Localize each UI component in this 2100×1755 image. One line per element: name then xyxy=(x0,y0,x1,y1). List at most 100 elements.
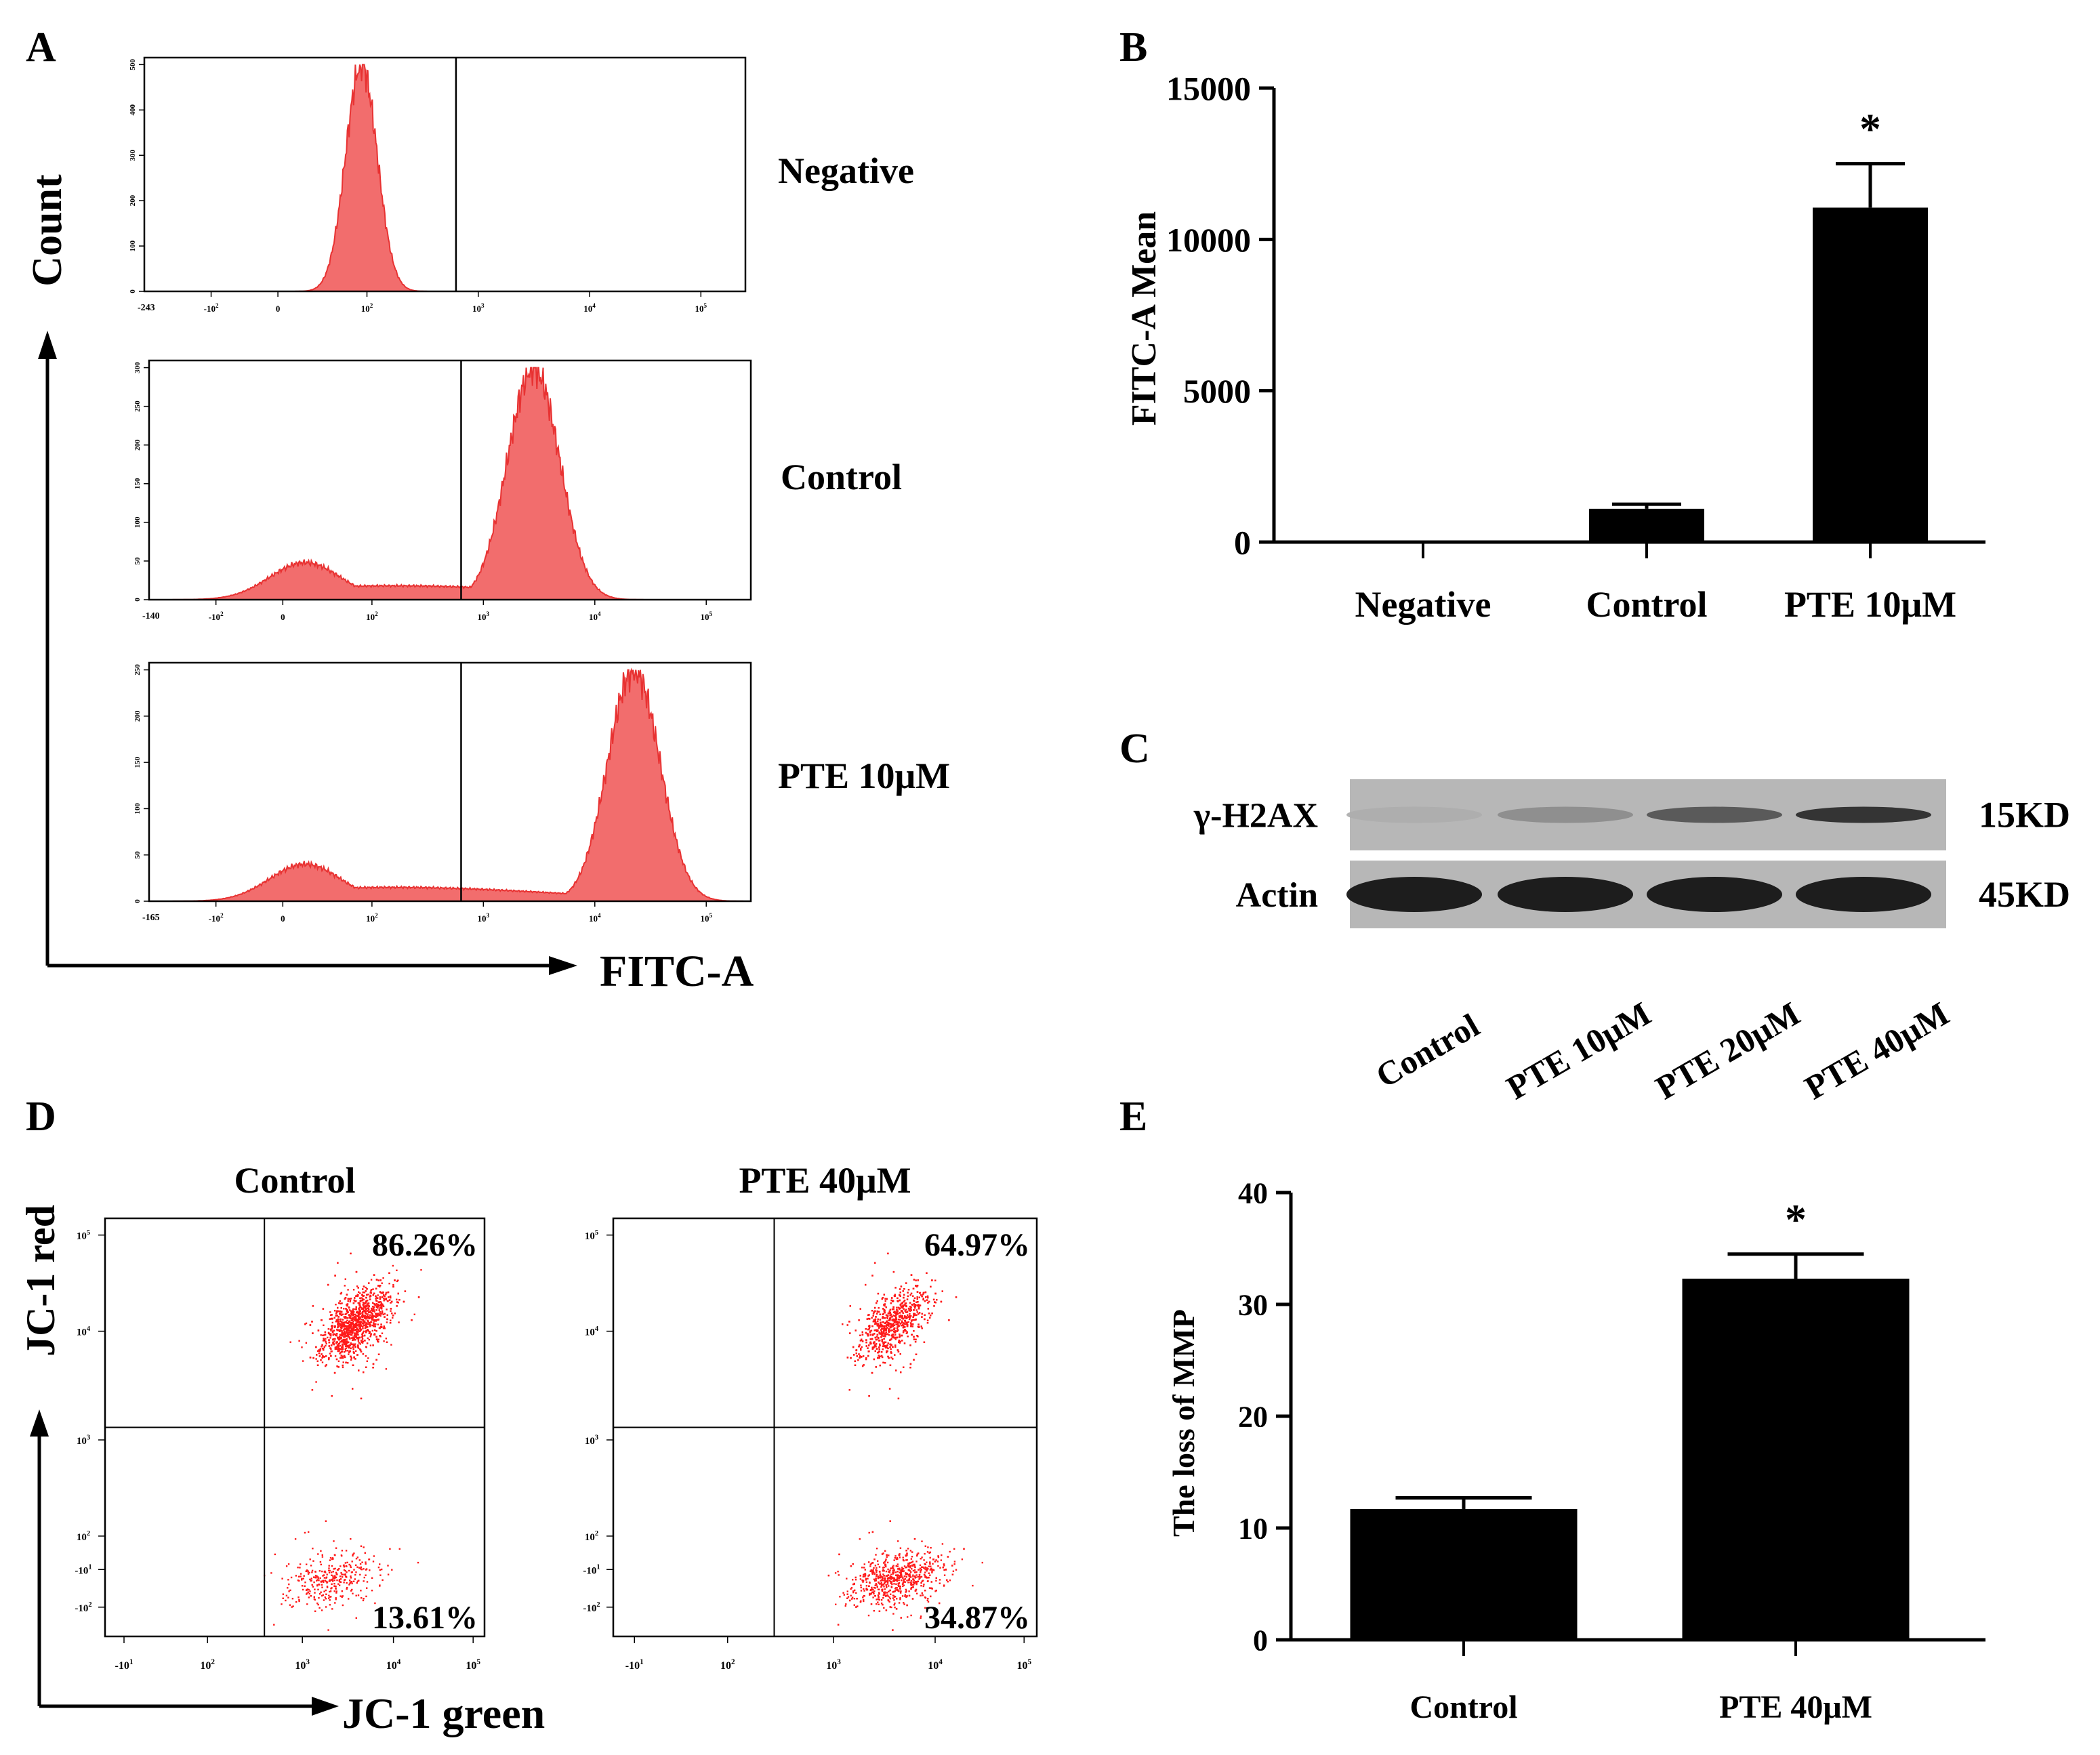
scatter-point xyxy=(346,1332,349,1335)
blot-band xyxy=(1498,806,1633,823)
scatter-point xyxy=(379,1307,381,1309)
scatter-point xyxy=(359,1326,361,1328)
scatter-point xyxy=(842,1323,844,1325)
scatter-point xyxy=(295,1575,297,1577)
scatter-point xyxy=(345,1317,347,1319)
scatter-point xyxy=(872,1342,875,1344)
scatter-point xyxy=(882,1342,884,1344)
scatter-point xyxy=(888,1357,890,1359)
scatter-point xyxy=(361,1332,364,1334)
scatter-point xyxy=(337,1320,339,1322)
histogram-frame-2 xyxy=(148,661,752,903)
scatter-point xyxy=(902,1290,904,1292)
scatter-point xyxy=(348,1353,350,1355)
scatter-point xyxy=(911,1551,913,1553)
scatter-point xyxy=(355,1271,358,1273)
scatter-point xyxy=(373,1315,375,1317)
jc1-green-arrowhead-icon xyxy=(312,1697,339,1716)
scatter-point xyxy=(356,1324,358,1326)
scatter-point xyxy=(873,1341,876,1343)
scatter-point xyxy=(881,1334,883,1336)
scatter-point xyxy=(356,1320,358,1323)
scatter-point xyxy=(856,1355,858,1357)
scatter-point xyxy=(362,1310,364,1313)
scatter-point xyxy=(918,1296,920,1298)
scatter-point xyxy=(890,1593,892,1595)
scatter-point xyxy=(359,1316,361,1318)
scatter-point xyxy=(320,1581,323,1583)
scatter-point xyxy=(369,1569,371,1571)
scatter-point xyxy=(371,1307,373,1310)
scatter-point xyxy=(367,1313,369,1315)
scatter-point xyxy=(926,1567,928,1569)
scatter-point xyxy=(861,1340,864,1342)
scatter-x-tick-label: 102 xyxy=(200,1658,215,1672)
scatter-point xyxy=(373,1315,375,1317)
scatter-point xyxy=(355,1320,357,1322)
scatter-point xyxy=(343,1566,346,1568)
scatter-point xyxy=(321,1361,324,1363)
scatter-point xyxy=(363,1305,365,1307)
scatter-point xyxy=(921,1313,923,1315)
scatter-point xyxy=(918,1312,921,1314)
scatter-point xyxy=(342,1604,344,1607)
scatter-point xyxy=(370,1289,372,1292)
scatter-point xyxy=(876,1567,878,1569)
scatter-point xyxy=(368,1304,370,1307)
scatter-point xyxy=(898,1325,900,1327)
scatter-point xyxy=(880,1336,882,1338)
scatter-point xyxy=(867,1317,870,1320)
scatter-point xyxy=(898,1340,900,1342)
scatter-point xyxy=(333,1371,336,1374)
scatter-point xyxy=(337,1329,340,1331)
scatter-point xyxy=(376,1297,379,1299)
scatter-point xyxy=(899,1304,901,1306)
histogram-x-tick-label: 105 xyxy=(695,302,707,314)
scatter-point xyxy=(890,1314,892,1317)
scatter-point xyxy=(334,1310,336,1312)
scatter-point xyxy=(331,1574,333,1576)
scatter-point xyxy=(379,1311,381,1313)
scatter-point xyxy=(876,1334,879,1336)
scatter-point xyxy=(328,1565,330,1567)
scatter-point xyxy=(871,1346,874,1348)
scatter-point xyxy=(891,1308,894,1310)
scatter-point xyxy=(865,1579,867,1581)
scatter-point xyxy=(371,1317,373,1319)
scatter-point xyxy=(372,1363,375,1365)
scatter-point xyxy=(893,1319,895,1321)
scatter-point xyxy=(869,1592,871,1595)
scatter-point xyxy=(358,1323,360,1325)
scatter-point xyxy=(350,1355,352,1358)
scatter-point xyxy=(298,1580,300,1582)
scatter-point xyxy=(894,1346,897,1348)
scatter-point xyxy=(878,1355,880,1357)
scatter-point xyxy=(859,1357,861,1359)
scatter-point xyxy=(888,1319,890,1321)
scatter-point xyxy=(329,1318,331,1320)
scatter-point xyxy=(354,1336,356,1338)
scatter-point xyxy=(353,1552,355,1554)
scatter-point xyxy=(894,1331,897,1333)
scatter-point xyxy=(354,1297,356,1299)
scatter-point xyxy=(855,1329,857,1331)
scatter-point xyxy=(904,1310,906,1312)
scatter-point xyxy=(893,1328,895,1330)
scatter-point xyxy=(354,1332,356,1334)
scatter-point xyxy=(879,1583,881,1585)
scatter-point xyxy=(921,1295,923,1298)
scatter-point xyxy=(910,1325,912,1327)
scatter-point xyxy=(375,1316,377,1318)
scatter-point xyxy=(903,1294,905,1296)
scatter-point xyxy=(848,1321,850,1323)
scatter-point xyxy=(360,1313,362,1315)
scatter-point xyxy=(870,1329,873,1331)
scatter-point xyxy=(320,1563,322,1566)
scatter-point xyxy=(325,1355,327,1357)
scatter-point xyxy=(337,1365,339,1367)
scatter-point xyxy=(314,1575,317,1577)
scatter-point xyxy=(308,1592,310,1595)
scatter-point xyxy=(377,1305,379,1307)
scatter-point xyxy=(333,1585,335,1587)
scatter-point xyxy=(281,1603,283,1605)
